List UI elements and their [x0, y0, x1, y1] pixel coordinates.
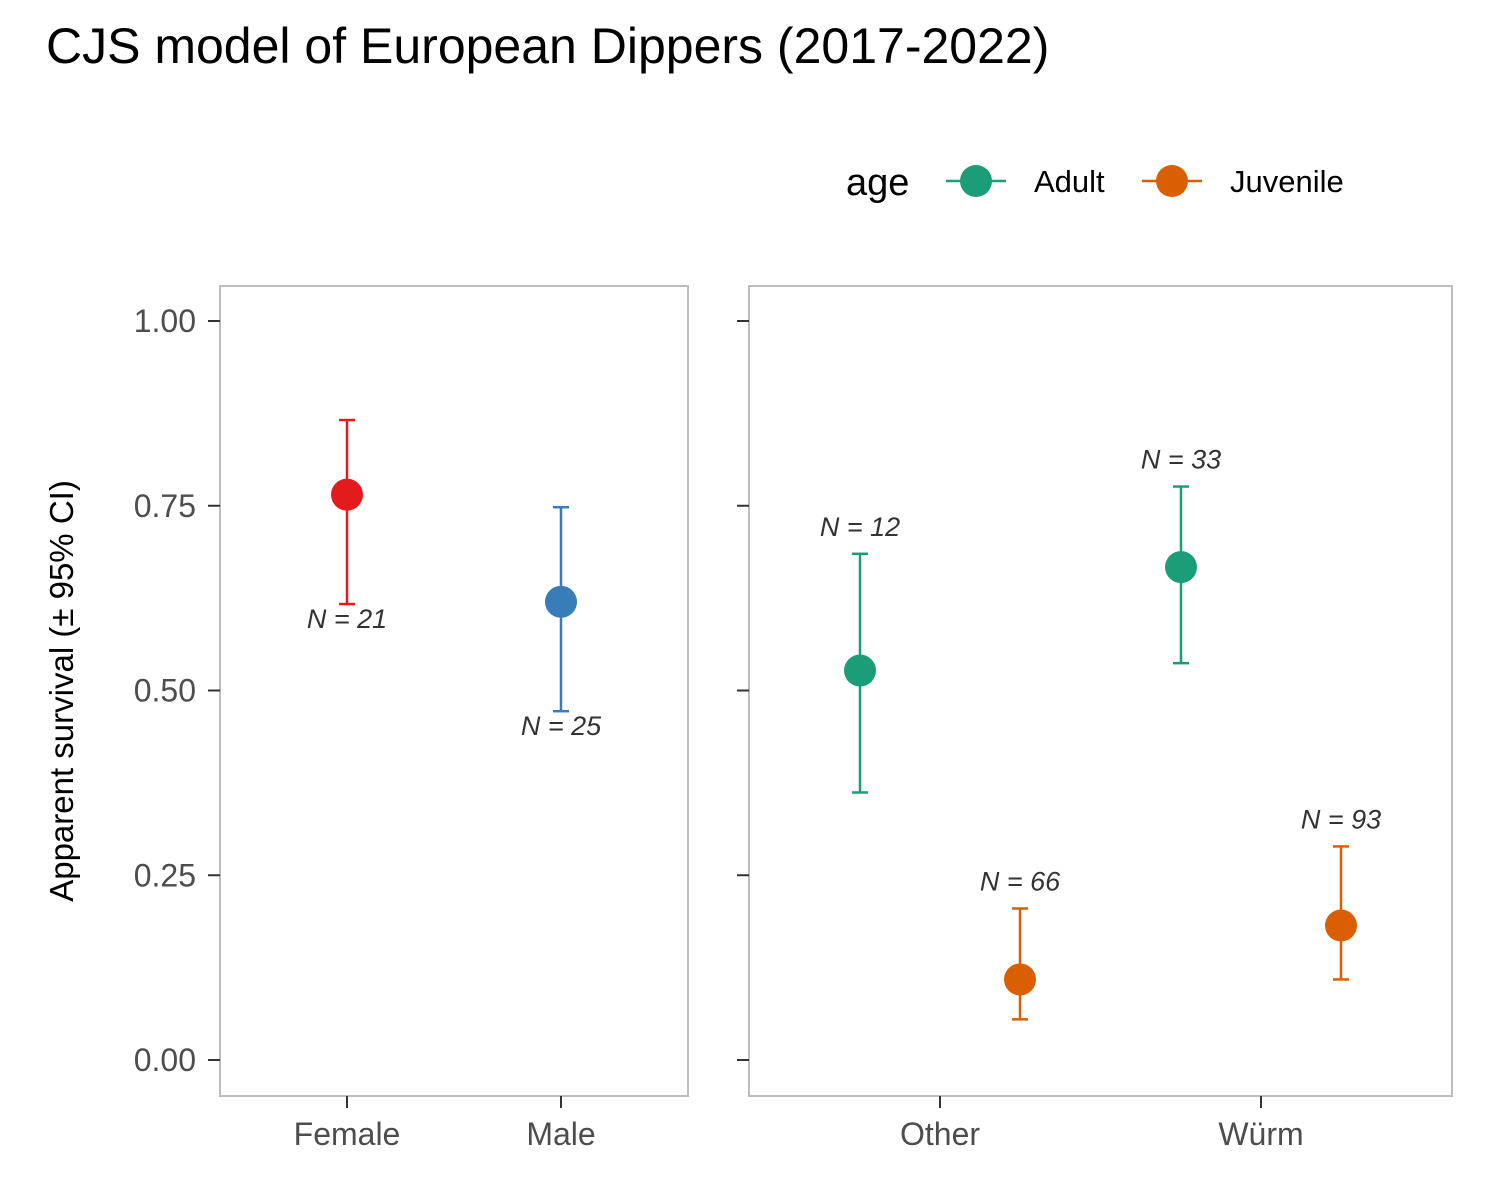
data-point — [545, 585, 577, 618]
sample-size-label: N = 25 — [521, 711, 602, 741]
x-tick-label: Male — [526, 1116, 595, 1152]
chart-title: CJS model of European Dippers (2017-2022… — [46, 18, 1049, 74]
y-tick-label: 0.75 — [134, 488, 196, 524]
data-point-group: N = 21 — [307, 418, 387, 634]
data-point-group: N = 66 — [980, 867, 1061, 1021]
legend-juvenile-label: Juvenile — [1230, 164, 1344, 199]
legend-juvenile-marker — [1156, 165, 1188, 197]
y-tick-label: 0.00 — [134, 1042, 196, 1078]
axis-ticks: 0.00 0.25 0.50 0.75 1.00 Female Male Other Würm — [134, 303, 1304, 1152]
sample-size-label: N = 93 — [1301, 804, 1381, 834]
legend-adult-label: Adult — [1034, 164, 1105, 199]
panel-sex-border — [219, 285, 689, 1097]
data-point — [844, 654, 876, 687]
sample-size-label: N = 12 — [820, 512, 900, 542]
y-tick-label: 1.00 — [134, 303, 196, 339]
data-point-group: N = 25 — [521, 505, 602, 741]
data-point — [1165, 551, 1197, 584]
data-point-group: N = 33 — [1141, 445, 1221, 665]
legend-title: age — [846, 162, 909, 204]
data-point — [1325, 909, 1357, 942]
data-marks: N = 21 N = 25 N = 12 N = 66 N = 33 N = 93 — [307, 418, 1381, 1021]
legend: age Adult Juvenile — [846, 162, 1344, 204]
x-tick-label: Würm — [1218, 1116, 1303, 1152]
legend-adult-marker — [960, 165, 992, 197]
y-tick-label: 0.25 — [134, 857, 196, 893]
y-tick-label: 0.50 — [134, 673, 196, 709]
data-point — [331, 478, 363, 511]
sample-size-label: N = 66 — [980, 867, 1061, 897]
panel-river-border — [748, 285, 1453, 1097]
sample-size-label: N = 21 — [307, 604, 387, 634]
x-tick-label: Other — [900, 1116, 980, 1152]
data-point-group: N = 93 — [1301, 804, 1381, 981]
data-point — [1004, 963, 1036, 996]
sample-size-label: N = 33 — [1141, 445, 1221, 475]
data-point-group: N = 12 — [820, 512, 900, 794]
x-tick-label: Female — [294, 1116, 401, 1152]
y-axis-label: Apparent survival (± 95% CI) — [43, 480, 80, 902]
